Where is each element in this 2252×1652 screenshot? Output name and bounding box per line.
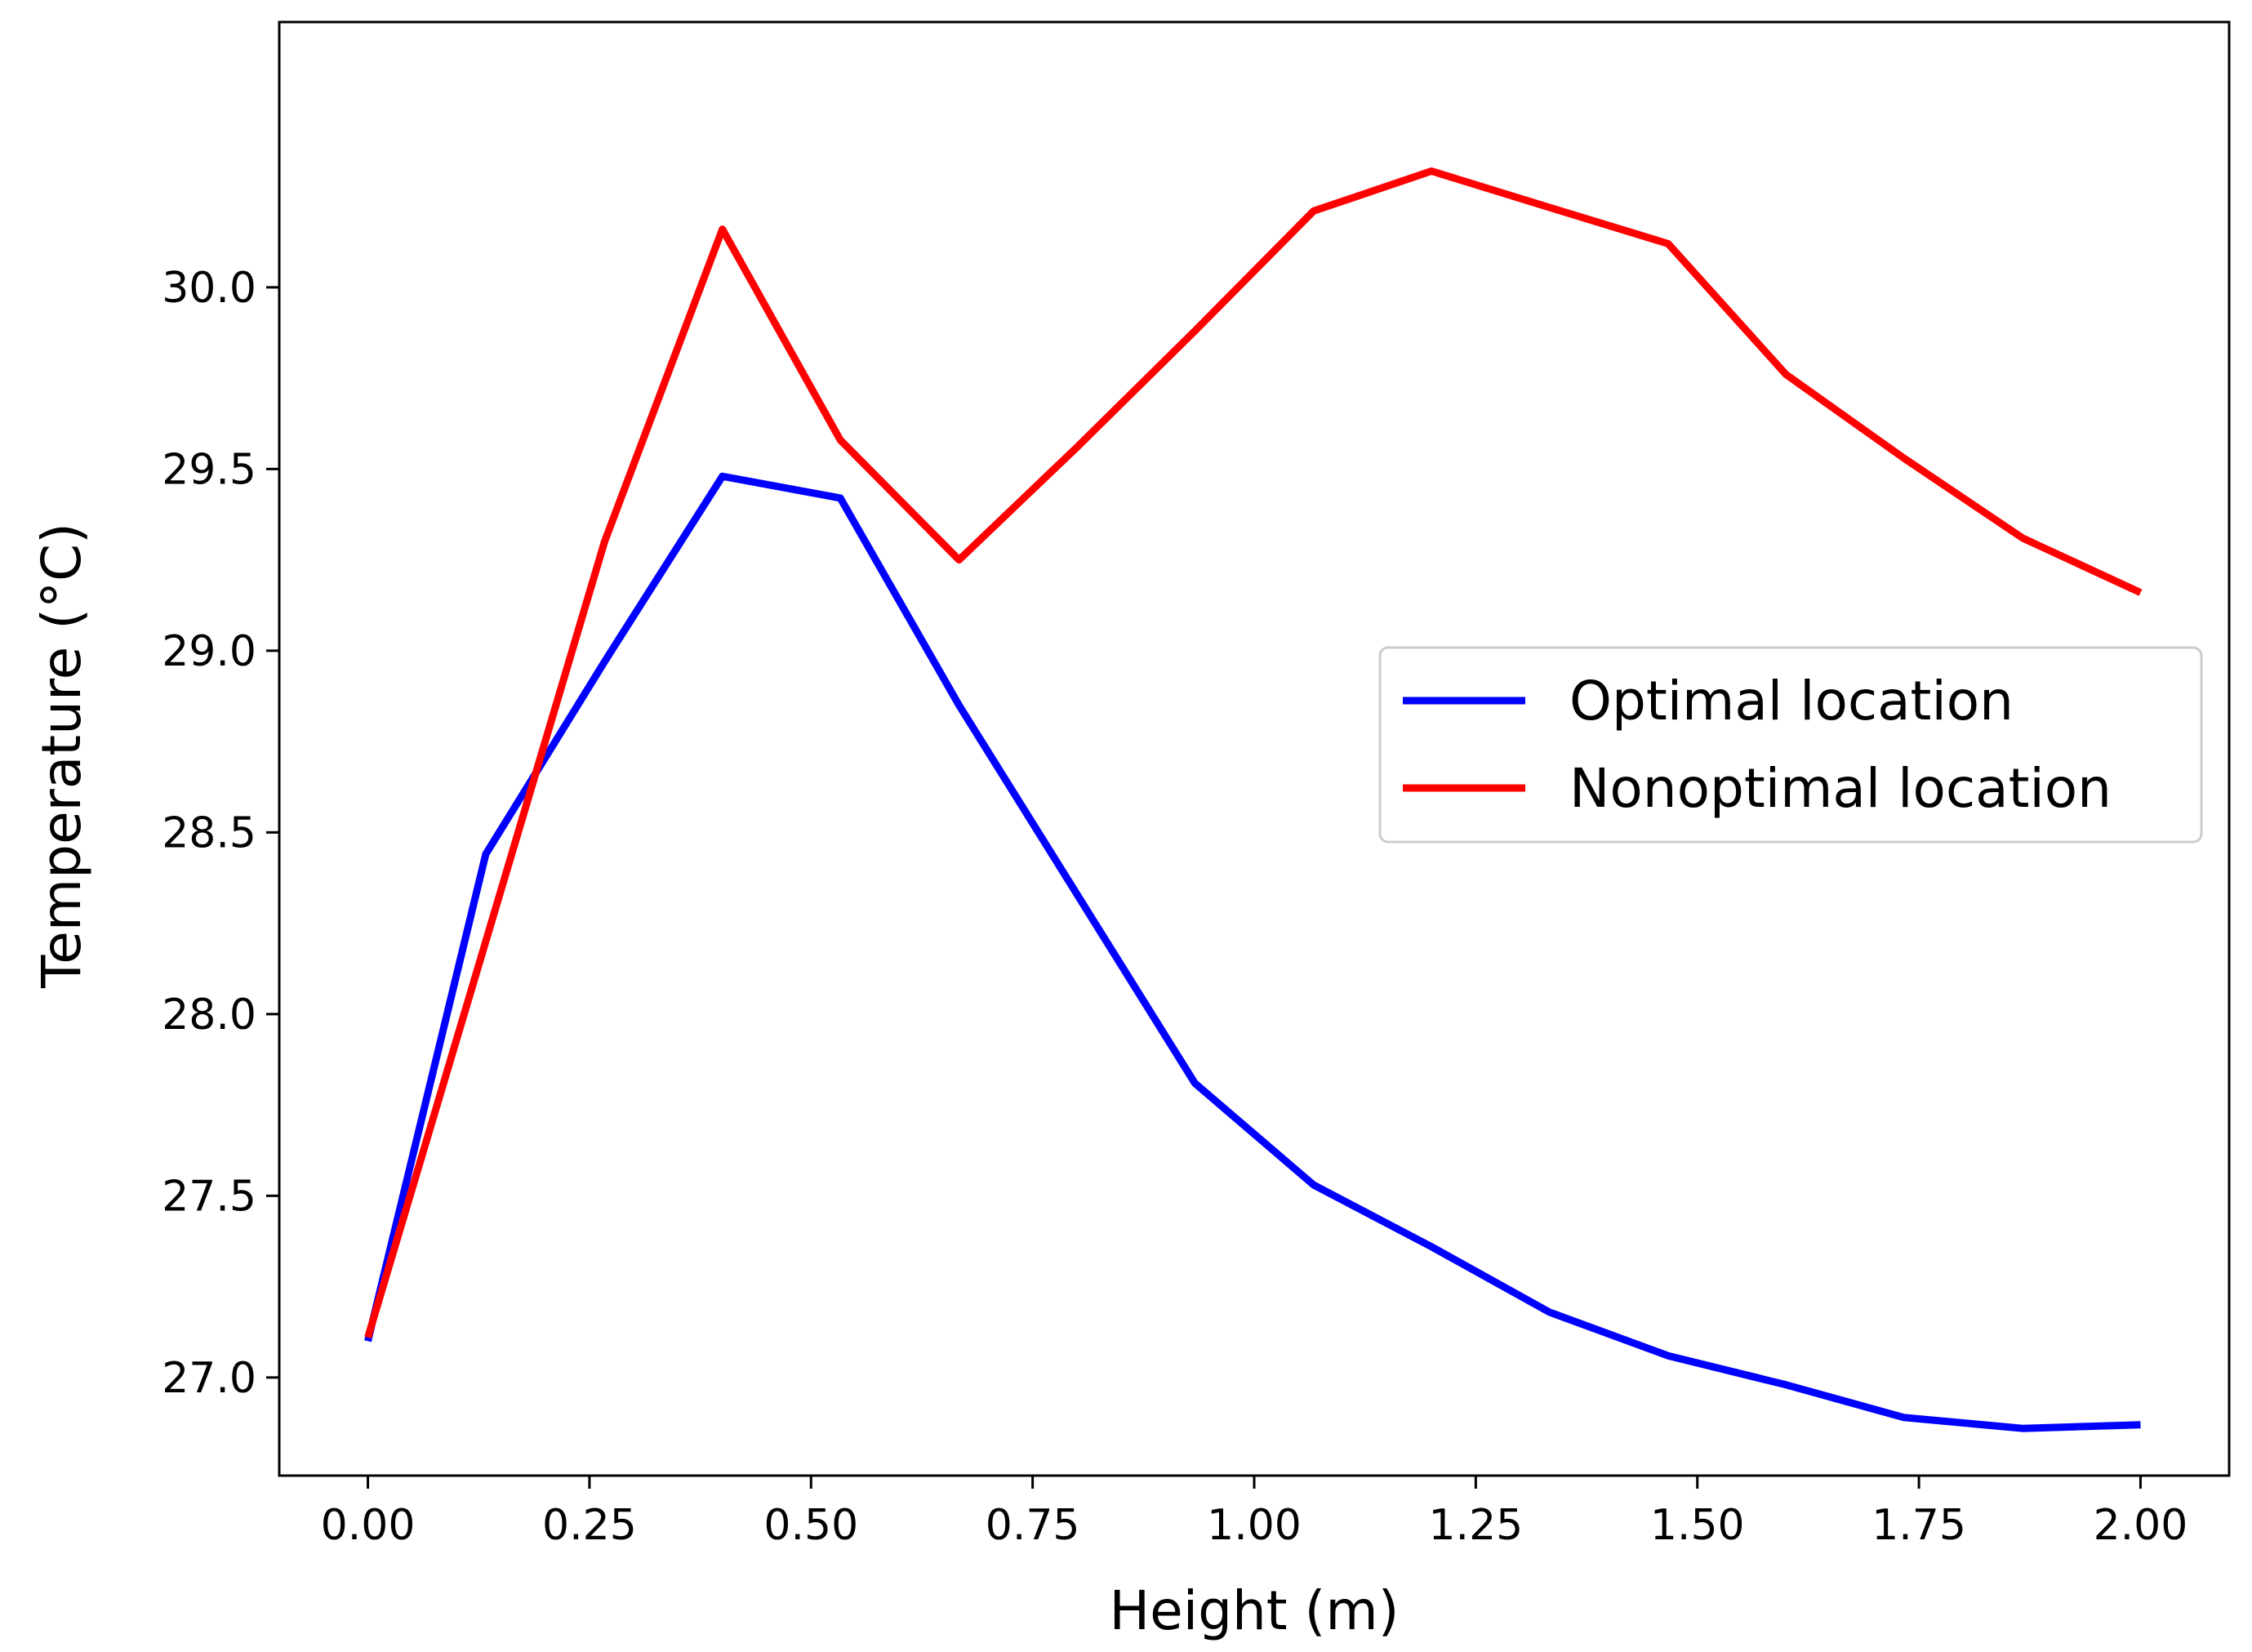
legend-label-nonoptimal: Nonoptimal location: [1569, 757, 2112, 820]
x-tick-label: 1.00: [1207, 1501, 1302, 1550]
x-tick-label: 1.25: [1428, 1501, 1523, 1550]
y-tick-label: 27.0: [162, 1354, 256, 1403]
legend: Optimal location Nonoptimal location: [1378, 646, 2203, 844]
y-tick-label: 29.5: [162, 445, 256, 494]
x-tick-label: 0.75: [986, 1501, 1080, 1550]
series-layer: [364, 167, 2143, 1432]
y-axis: 27.0 27.5 28.0 28.5 29.0 29.5 30.0: [162, 264, 279, 1403]
x-tick-label: 2.00: [2094, 1501, 2188, 1550]
x-tick-label: 0.25: [542, 1501, 637, 1550]
series-line-optimal-location: [364, 472, 2141, 1432]
y-tick-label: 28.0: [162, 991, 256, 1040]
x-tick-label: 1.75: [1871, 1501, 1966, 1550]
x-tick-label: 0.00: [321, 1501, 416, 1550]
y-tick-label: 27.5: [162, 1172, 256, 1221]
x-axis: 0.00 0.25 0.50 0.75 1.00 1.25 1.50 1.75 2.00: [321, 1476, 2188, 1550]
y-tick-label: 29.0: [162, 627, 256, 676]
y-axis-label: Temperature (°C): [30, 523, 93, 989]
x-tick-label: 0.50: [763, 1501, 858, 1550]
x-axis-label: Height (m): [1110, 1579, 1400, 1642]
legend-label-optimal: Optimal location: [1569, 670, 2014, 732]
legend-box: [1378, 646, 2203, 844]
series-line-nonoptimal-location: [364, 167, 2143, 1339]
y-tick-label: 28.5: [162, 808, 256, 857]
x-tick-label: 1.50: [1650, 1501, 1745, 1550]
y-tick-label: 30.0: [162, 264, 256, 313]
